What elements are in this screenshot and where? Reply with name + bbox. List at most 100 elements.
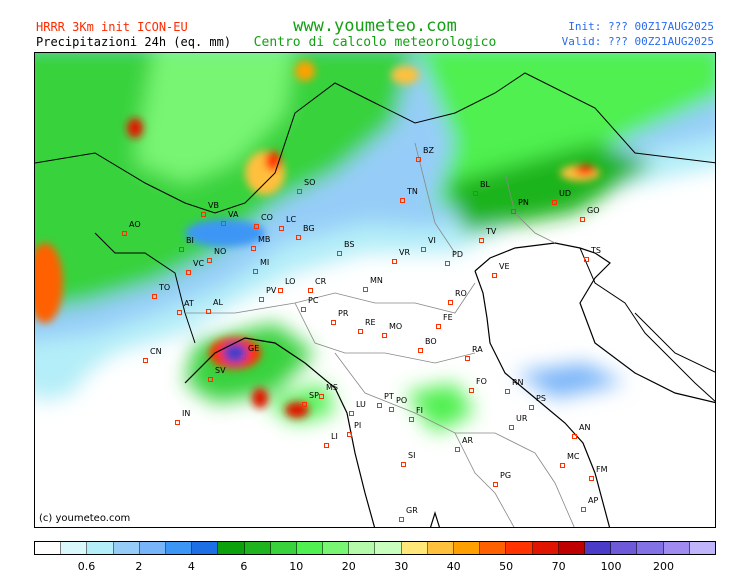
city-label-in: IN [182,409,191,418]
city-marker [492,273,497,278]
city-marker [399,517,404,522]
city-label-pv: PV [266,286,277,295]
city-label-bs: BS [344,240,355,249]
city-label-si: SI [408,451,416,460]
colorbar-swatch [323,542,350,554]
city-label-pd: PD [452,250,463,259]
colorbar-swatch [139,542,166,554]
city-marker [251,246,256,251]
city-marker [206,309,211,314]
city-label-ro: RO [455,289,467,298]
city-label-pn: PN [518,198,529,207]
city-label-ge: GE [248,344,260,353]
colorbar-swatch [375,542,402,554]
colorbar-tick-label: 0.6 [77,560,96,573]
colorbar-tick-label: 70 [551,560,566,573]
city-label-gr: GR [406,506,418,515]
precipitation-map: AO VB VA CO LC SO BG BS BI NO MB MI VC TO AT AL PV LO CR PC… [34,52,716,528]
city-label-sv: SV [215,366,226,375]
city-label-ms: MS [326,383,338,392]
city-marker [584,257,589,262]
init-time: Init: ??? 00Z17AUG2025 [568,20,714,33]
city-label-lo: LO [285,277,296,286]
city-marker [589,476,594,481]
colorbar-swatch [480,542,507,554]
city-marker [409,417,414,422]
city-marker [308,288,313,293]
city-label-pg: PG [500,471,512,480]
precipitation-field [35,53,715,527]
colorbar-tick-label: 6 [240,560,248,573]
city-label-li: LI [331,432,338,441]
colorbar-swatch [35,542,62,554]
city-marker [253,269,258,274]
city-label-ap: AP [588,496,599,505]
city-label-lu: LU [356,400,366,409]
city-label-rn: RN [512,378,524,387]
city-label-ao: AO [129,220,141,229]
city-marker [221,221,226,226]
city-label-mn: MN [370,276,383,285]
city-marker [400,198,405,203]
city-marker [509,425,514,430]
city-marker [324,443,329,448]
colorbar-swatch [87,542,114,554]
city-marker [278,288,283,293]
city-marker [511,209,516,214]
city-label-ur: UR [516,414,528,423]
colorbar-tick-label: 30 [394,560,409,573]
city-label-po: PO [396,396,408,405]
colorbar-swatch [296,542,324,554]
site-url[interactable]: www.youmeteo.com [293,16,457,36]
city-label-vi: VI [428,236,436,245]
colorbar-swatch [611,542,638,554]
colorbar-tick-label: 50 [499,560,514,573]
city-marker [347,432,352,437]
coastline [184,242,715,527]
colorbar-swatch [532,542,559,554]
colorbar-swatch [244,542,271,554]
colorbar-swatch [427,542,454,554]
city-marker [505,389,510,394]
city-marker [302,402,307,407]
city-marker [445,261,450,266]
city-label-fe: FE [443,313,453,322]
colorbar-swatch [165,542,193,554]
city-label-ve: VE [499,262,510,271]
city-label-va: VA [228,210,239,219]
colorbar-swatch [270,542,297,554]
city-marker [179,247,184,252]
city-marker [143,358,148,363]
colorbar-tick-label: 100 [600,560,622,573]
colorbar-swatch [349,542,376,554]
city-label-to: TO [159,283,171,292]
colorbar-tick-label: 4 [187,560,195,573]
city-marker [186,270,191,275]
city-marker [529,405,534,410]
city-marker [389,407,394,412]
valid-time: Valid: ??? 00Z21AUG2025 [561,35,714,48]
colorbar-tick-label: 200 [653,560,675,573]
city-marker [436,324,441,329]
city-label-bl: BL [480,180,490,189]
city-marker [493,482,498,487]
city-label-mo: MO [389,322,403,331]
city-marker [201,212,206,217]
colorbar-tick-label: 20 [341,560,356,573]
regional-borders [185,142,575,527]
city-label-an: AN [579,423,591,432]
city-marker [208,377,213,382]
city-marker [572,434,577,439]
city-marker [421,247,426,252]
city-label-al: AL [213,298,223,307]
city-label-sp: SP [309,391,319,400]
city-label-fi: FI [416,406,423,415]
city-marker [377,403,382,408]
city-marker [401,462,406,467]
city-marker [469,388,474,393]
city-marker [465,356,470,361]
colorbar-swatch [192,542,219,554]
city-label-so: SO [304,178,316,187]
city-marker [301,307,306,312]
colorbar-swatch [401,542,428,554]
